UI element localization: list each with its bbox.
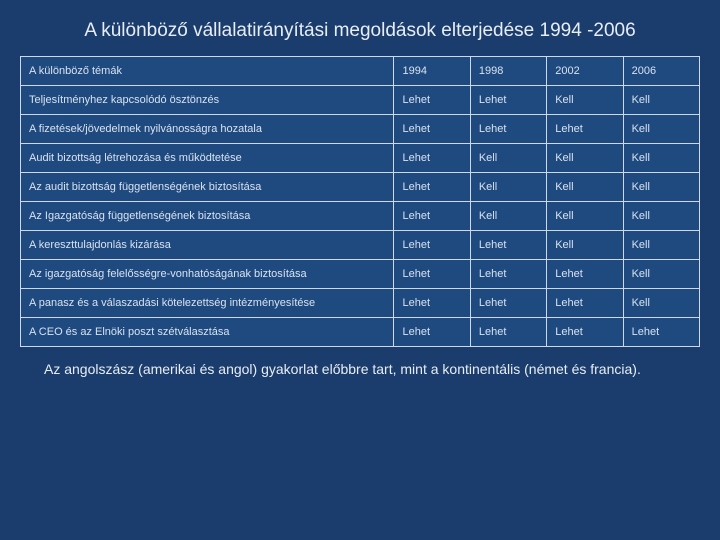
- value-cell: Lehet: [394, 173, 470, 202]
- value-cell: Kell: [470, 144, 546, 173]
- footnote-text: Az angolszász (amerikai és angol) gyakor…: [44, 361, 696, 379]
- table-row: A fizetések/jövedelmek nyilvánosságra ho…: [21, 115, 700, 144]
- value-cell: Lehet: [394, 144, 470, 173]
- topic-cell: Az igazgatóság felelősségre-vonhatóságán…: [21, 260, 394, 289]
- value-cell: Lehet: [394, 318, 470, 347]
- col-header-2002: 2002: [547, 57, 623, 86]
- value-cell: Lehet: [623, 318, 699, 347]
- data-table: A különböző témák 1994 1998 2002 2006 Te…: [20, 56, 700, 347]
- value-cell: Lehet: [470, 86, 546, 115]
- topic-cell: Az Igazgatóság függetlenségének biztosít…: [21, 202, 394, 231]
- slide-title: A különböző vállalatirányítási megoldáso…: [20, 20, 700, 42]
- value-cell: Kell: [623, 289, 699, 318]
- topic-cell: A CEO és az Elnöki poszt szétválasztása: [21, 318, 394, 347]
- topic-cell: A kereszttulajdonlás kizárása: [21, 231, 394, 260]
- value-cell: Kell: [623, 202, 699, 231]
- value-cell: Lehet: [394, 115, 470, 144]
- value-cell: Kell: [547, 202, 623, 231]
- topic-cell: Audit bizottság létrehozása és működteté…: [21, 144, 394, 173]
- value-cell: Lehet: [547, 318, 623, 347]
- slide: A különböző vállalatirányítási megoldáso…: [0, 0, 720, 540]
- value-cell: Lehet: [470, 231, 546, 260]
- topic-cell: Az audit bizottság függetlenségének bizt…: [21, 173, 394, 202]
- value-cell: Kell: [547, 86, 623, 115]
- table-body: Teljesítményhez kapcsolódó ösztönzésLehe…: [21, 86, 700, 347]
- topic-cell: A panasz és a válaszadási kötelezettség …: [21, 289, 394, 318]
- col-header-2006: 2006: [623, 57, 699, 86]
- value-cell: Lehet: [394, 260, 470, 289]
- col-header-topic: A különböző témák: [21, 57, 394, 86]
- value-cell: Lehet: [547, 260, 623, 289]
- value-cell: Kell: [623, 115, 699, 144]
- value-cell: Lehet: [394, 289, 470, 318]
- value-cell: Lehet: [470, 289, 546, 318]
- value-cell: Kell: [547, 231, 623, 260]
- topic-cell: A fizetések/jövedelmek nyilvánosságra ho…: [21, 115, 394, 144]
- col-header-1994: 1994: [394, 57, 470, 86]
- value-cell: Kell: [470, 202, 546, 231]
- value-cell: Kell: [470, 173, 546, 202]
- value-cell: Lehet: [547, 289, 623, 318]
- table-row: A panasz és a válaszadási kötelezettség …: [21, 289, 700, 318]
- value-cell: Kell: [623, 86, 699, 115]
- col-header-1998: 1998: [470, 57, 546, 86]
- value-cell: Lehet: [394, 231, 470, 260]
- value-cell: Lehet: [470, 318, 546, 347]
- table-row: Az Igazgatóság függetlenségének biztosít…: [21, 202, 700, 231]
- table-row: Az audit bizottság függetlenségének bizt…: [21, 173, 700, 202]
- value-cell: Kell: [623, 173, 699, 202]
- value-cell: Lehet: [470, 260, 546, 289]
- table-row: Audit bizottság létrehozása és működteté…: [21, 144, 700, 173]
- value-cell: Kell: [623, 231, 699, 260]
- table-row: A CEO és az Elnöki poszt szétválasztásaL…: [21, 318, 700, 347]
- table-header-row: A különböző témák 1994 1998 2002 2006: [21, 57, 700, 86]
- value-cell: Lehet: [394, 202, 470, 231]
- value-cell: Lehet: [394, 86, 470, 115]
- value-cell: Lehet: [470, 115, 546, 144]
- table-row: Az igazgatóság felelősségre-vonhatóságán…: [21, 260, 700, 289]
- value-cell: Kell: [623, 144, 699, 173]
- value-cell: Lehet: [547, 115, 623, 144]
- table-row: A kereszttulajdonlás kizárásaLehetLehetK…: [21, 231, 700, 260]
- topic-cell: Teljesítményhez kapcsolódó ösztönzés: [21, 86, 394, 115]
- value-cell: Kell: [547, 173, 623, 202]
- value-cell: Kell: [547, 144, 623, 173]
- value-cell: Kell: [623, 260, 699, 289]
- table-row: Teljesítményhez kapcsolódó ösztönzésLehe…: [21, 86, 700, 115]
